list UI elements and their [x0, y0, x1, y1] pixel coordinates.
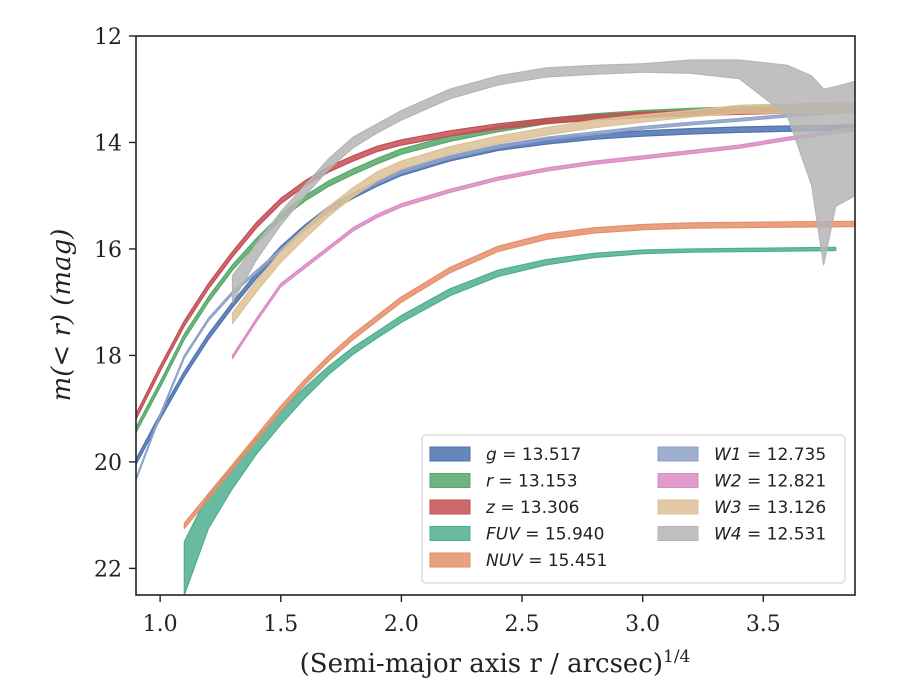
y-tick-label: 12 [94, 25, 122, 50]
legend-swatch-nuv [429, 552, 471, 568]
y-tick-label: 20 [94, 451, 122, 476]
legend-swatch-w1 [657, 446, 699, 462]
y-axis-label: m(< r) (mag) [47, 229, 77, 402]
legend-label-w1: W1 = 12.735 [714, 445, 826, 465]
legend-label-fuv: FUV = 15.940 [486, 525, 604, 545]
legend: g = 13.517 r = 13.153 z = 13.306 FUV = 15.9… [421, 434, 846, 584]
x-tick-label: 3.0 [625, 612, 660, 637]
y-tick-label: 18 [94, 344, 122, 369]
ticks-layer: 1.0 1.5 2.0 2.5 3.0 3.5 12 14 16 18 20 22 [94, 25, 781, 637]
legend-swatch-fuv [429, 526, 471, 541]
y-tick-label: 22 [94, 557, 122, 582]
legend-label-nuv: NUV = 15.451 [486, 551, 607, 571]
legend-label-r: r = 13.153 [486, 472, 578, 492]
series-nuv-band [183, 220, 855, 530]
legend-swatch-w4 [657, 526, 699, 541]
x-tick-label: 2.5 [505, 612, 540, 637]
x-tick-label: 3.5 [746, 612, 781, 637]
series-w3-band [231, 101, 855, 325]
legend-swatch-g [429, 446, 471, 462]
legend-label-w4: W4 = 12.531 [714, 525, 826, 545]
x-axis-label: (Semi-major axis r / arcsec)1/4 [300, 647, 691, 679]
legend-label-g: g = 13.517 [486, 445, 581, 465]
x-tick-label: 1.0 [143, 612, 178, 637]
x-tick-label: 2.0 [384, 612, 419, 637]
series-layer [136, 59, 855, 595]
legend-label-z: z = 13.306 [485, 498, 579, 518]
series-w4-band [231, 59, 855, 303]
x-axis-label-superscript: 1/4 [663, 647, 690, 667]
series-g-band [136, 124, 855, 466]
y-tick-label: 16 [94, 238, 122, 263]
x-tick-label: 1.5 [263, 612, 298, 637]
legend-swatch-r [429, 473, 471, 488]
legend-label-w2: W2 = 12.821 [714, 472, 826, 492]
y-tick-label: 14 [94, 131, 122, 156]
series-fuv-band [183, 246, 837, 595]
legend-swatch-w2 [657, 473, 699, 488]
plot-frame [135, 35, 856, 596]
legend-swatch-z [429, 499, 471, 515]
legend-box [421, 434, 846, 584]
series-z-band [136, 106, 855, 420]
legend-label-w3: W3 = 13.126 [714, 498, 826, 518]
series-w2-band [231, 127, 855, 360]
x-axis-label-text: (Semi-major axis r / arcsec) [300, 649, 663, 679]
series-w1-band [136, 108, 855, 482]
legend-swatch-w3 [657, 499, 699, 515]
